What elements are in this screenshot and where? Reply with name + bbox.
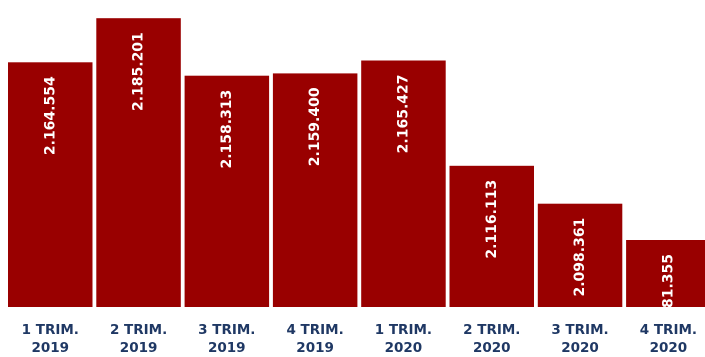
bar-4: [272, 73, 358, 308]
x-tick-label-8: 4 TRIM. 2020: [640, 322, 697, 356]
x-tick-labels-group: 1 TRIM. 2019 2 TRIM. 2019 3 TRIM. 2019 4 TRIM.…: [22, 322, 697, 356]
bar-2: [96, 18, 181, 307]
x-tick-label-6: 2 TRIM. 2020: [463, 322, 520, 356]
value-label-2: 2.185.201: [131, 32, 147, 111]
bar-8: [626, 240, 705, 307]
value-label-1: 2.164.554: [42, 76, 58, 155]
bar-5: [361, 60, 446, 307]
value-label-6: 2.116.113: [484, 180, 500, 259]
x-tick-label-4: 4 TRIM. 2019: [286, 322, 343, 356]
value-label-5: 2.165.427: [395, 75, 411, 154]
x-tick-label-5: 1 TRIM. 2020: [375, 322, 432, 356]
x-tick-label-2: 2 TRIM. 2019: [110, 322, 167, 356]
value-label-7: 2.098.361: [572, 218, 588, 297]
value-label-3: 2.158.313: [219, 90, 235, 169]
value-label-8: 2.081.355: [660, 254, 676, 333]
bars-group: [8, 18, 705, 308]
bar-3: [184, 75, 270, 307]
value-labels-group: 2.164.554 2.185.201 2.158.313 2.159.400 2.16…: [42, 32, 676, 333]
x-tick-label-7: 3 TRIM. 2020: [551, 322, 608, 356]
x-tick-label-3: 3 TRIM. 2019: [198, 322, 255, 356]
bar-6: [449, 165, 534, 307]
bar-1: [8, 62, 93, 307]
x-tick-label-1: 1 TRIM. 2019: [22, 322, 79, 356]
bar-7: [537, 203, 623, 307]
value-label-4: 2.159.400: [307, 87, 323, 166]
